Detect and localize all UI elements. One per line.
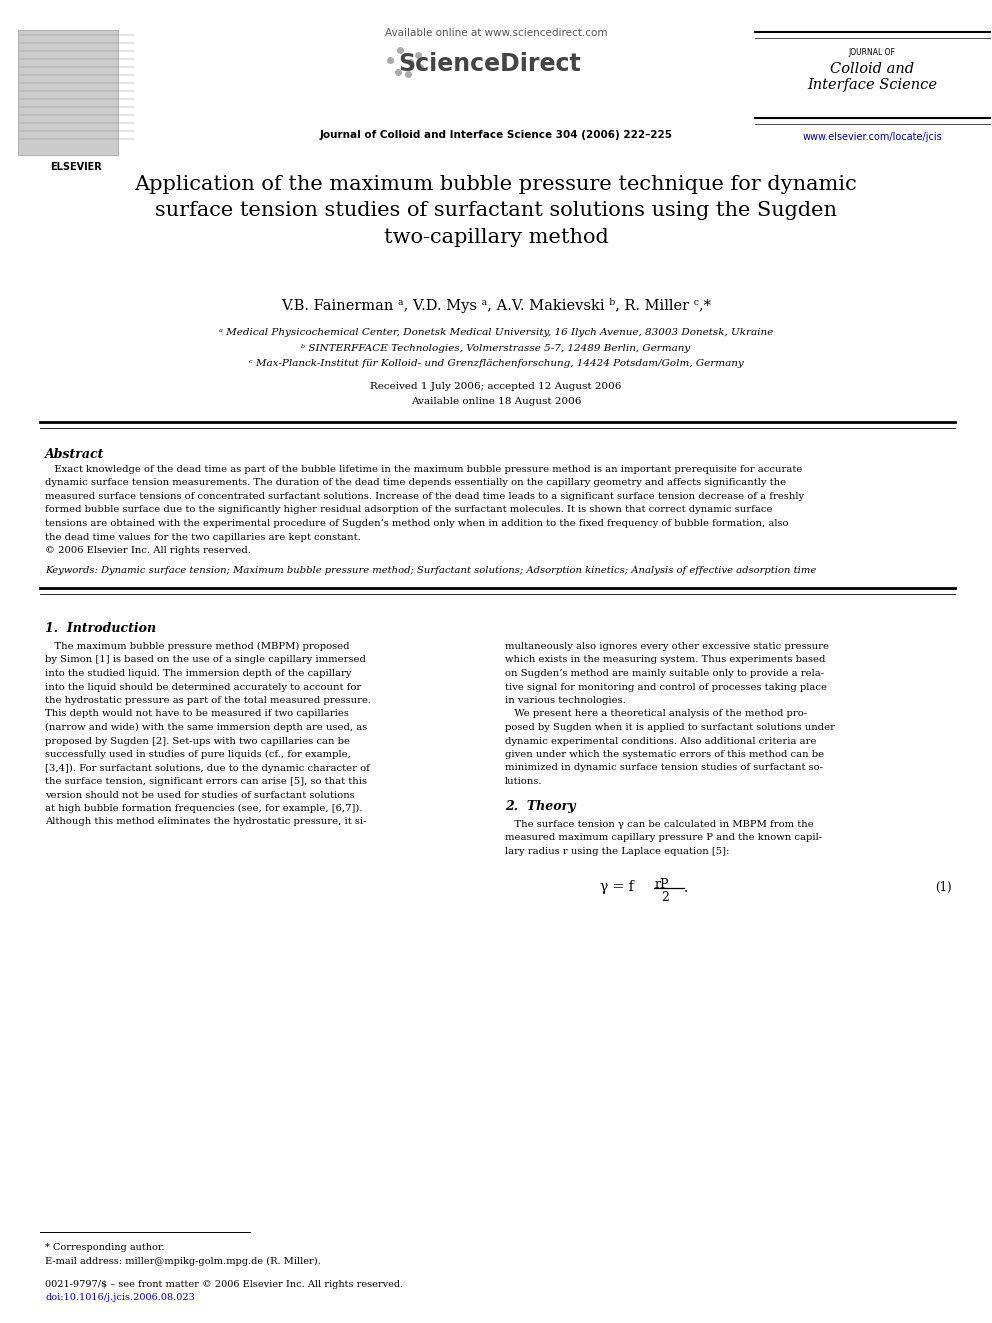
Text: [3,4]). For surfactant solutions, due to the dynamic character of: [3,4]). For surfactant solutions, due to… bbox=[45, 763, 370, 773]
Text: the hydrostatic pressure as part of the total measured pressure.: the hydrostatic pressure as part of the … bbox=[45, 696, 371, 705]
Text: The surface tension γ can be calculated in MBPM from the: The surface tension γ can be calculated … bbox=[505, 820, 813, 830]
Text: lutions.: lutions. bbox=[505, 777, 543, 786]
Text: 2: 2 bbox=[661, 890, 669, 904]
Text: www.elsevier.com/locate/jcis: www.elsevier.com/locate/jcis bbox=[803, 132, 941, 142]
Text: in various technologies.: in various technologies. bbox=[505, 696, 626, 705]
Text: Although this method eliminates the hydrostatic pressure, it si-: Although this method eliminates the hydr… bbox=[45, 818, 366, 827]
Text: ELSEVIER: ELSEVIER bbox=[51, 161, 102, 172]
Text: V.B. Fainerman ᵃ, V.D. Mys ᵃ, A.V. Makievski ᵇ, R. Miller ᶜ,*: V.B. Fainerman ᵃ, V.D. Mys ᵃ, A.V. Makie… bbox=[281, 298, 711, 314]
Text: rP: rP bbox=[655, 878, 670, 890]
Text: .: . bbox=[684, 881, 688, 894]
Text: Application of the maximum bubble pressure technique for dynamic
surface tension: Application of the maximum bubble pressu… bbox=[135, 175, 857, 247]
Text: dynamic experimental conditions. Also additional criteria are: dynamic experimental conditions. Also ad… bbox=[505, 737, 816, 745]
Text: which exists in the measuring system. Thus experiments based: which exists in the measuring system. Th… bbox=[505, 655, 825, 664]
Text: ᶜ Max-Planck-Institut für Kolloid- und Grenzflächenforschung, 14424 Potsdam/Golm: ᶜ Max-Planck-Institut für Kolloid- und G… bbox=[249, 359, 743, 368]
Text: JOURNAL OF: JOURNAL OF bbox=[848, 48, 896, 57]
Text: tensions are obtained with the experimental procedure of Sugden’s method only wh: tensions are obtained with the experimen… bbox=[45, 519, 789, 528]
Text: version should not be used for studies of surfactant solutions: version should not be used for studies o… bbox=[45, 791, 355, 799]
Text: E-mail address: miller@mpikg-golm.mpg.de (R. Miller).: E-mail address: miller@mpikg-golm.mpg.de… bbox=[45, 1257, 320, 1266]
FancyBboxPatch shape bbox=[18, 30, 118, 155]
Text: on Sugden’s method are mainly suitable only to provide a rela-: on Sugden’s method are mainly suitable o… bbox=[505, 669, 824, 677]
Text: measured maximum capillary pressure P and the known capil-: measured maximum capillary pressure P an… bbox=[505, 833, 822, 843]
Text: * Corresponding author.: * Corresponding author. bbox=[45, 1244, 165, 1252]
Text: This depth would not have to be measured if two capillaries: This depth would not have to be measured… bbox=[45, 709, 349, 718]
Text: given under which the systematic errors of this method can be: given under which the systematic errors … bbox=[505, 750, 824, 759]
Text: Interface Science: Interface Science bbox=[807, 78, 937, 93]
Text: (narrow and wide) with the same immersion depth are used, as: (narrow and wide) with the same immersio… bbox=[45, 722, 367, 732]
Text: 1.  Introduction: 1. Introduction bbox=[45, 622, 156, 635]
Text: tive signal for monitoring and control of processes taking place: tive signal for monitoring and control o… bbox=[505, 683, 827, 692]
Text: Available online 18 August 2006: Available online 18 August 2006 bbox=[411, 397, 581, 406]
Text: (1): (1) bbox=[935, 881, 951, 894]
Text: at high bubble formation frequencies (see, for example, [6,7]).: at high bubble formation frequencies (se… bbox=[45, 804, 362, 814]
Text: 0021-9797/$ – see front matter © 2006 Elsevier Inc. All rights reserved.: 0021-9797/$ – see front matter © 2006 El… bbox=[45, 1279, 404, 1289]
Text: successfully used in studies of pure liquids (cf., for example,: successfully used in studies of pure liq… bbox=[45, 750, 351, 759]
Text: Available online at www.sciencedirect.com: Available online at www.sciencedirect.co… bbox=[385, 28, 607, 38]
Text: Abstract: Abstract bbox=[45, 448, 104, 460]
Text: the surface tension, significant errors can arise [5], so that this: the surface tension, significant errors … bbox=[45, 777, 367, 786]
Text: ᵇ SINTERFFACE Technologies, Volmerstrasse 5-7, 12489 Berlin, Germany: ᵇ SINTERFFACE Technologies, Volmerstrass… bbox=[302, 344, 690, 353]
Text: doi:10.1016/j.jcis.2006.08.023: doi:10.1016/j.jcis.2006.08.023 bbox=[45, 1293, 194, 1302]
Text: lary radius r using the Laplace equation [5]:: lary radius r using the Laplace equation… bbox=[505, 847, 729, 856]
Text: formed bubble surface due to the significantly higher residual adsorption of the: formed bubble surface due to the signifi… bbox=[45, 505, 773, 515]
Text: Exact knowledge of the dead time as part of the bubble lifetime in the maximum b: Exact knowledge of the dead time as part… bbox=[45, 464, 803, 474]
Text: © 2006 Elsevier Inc. All rights reserved.: © 2006 Elsevier Inc. All rights reserved… bbox=[45, 546, 251, 556]
Text: ScienceDirect: ScienceDirect bbox=[399, 52, 581, 75]
Text: Journal of Colloid and Interface Science 304 (2006) 222–225: Journal of Colloid and Interface Science… bbox=[319, 130, 673, 140]
Text: dynamic surface tension measurements. The duration of the dead time depends esse: dynamic surface tension measurements. Th… bbox=[45, 479, 786, 487]
Text: by Simon [1] is based on the use of a single capillary immersed: by Simon [1] is based on the use of a si… bbox=[45, 655, 366, 664]
Text: 2.  Theory: 2. Theory bbox=[505, 800, 575, 814]
Text: proposed by Sugden [2]. Set-ups with two capillaries can be: proposed by Sugden [2]. Set-ups with two… bbox=[45, 737, 350, 745]
Text: Received 1 July 2006; accepted 12 August 2006: Received 1 July 2006; accepted 12 August… bbox=[370, 382, 622, 392]
Text: measured surface tensions of concentrated surfactant solutions. Increase of the : measured surface tensions of concentrate… bbox=[45, 492, 805, 501]
Text: into the liquid should be determined accurately to account for: into the liquid should be determined acc… bbox=[45, 683, 361, 692]
Text: The maximum bubble pressure method (MBPM) proposed: The maximum bubble pressure method (MBPM… bbox=[45, 642, 349, 651]
Text: minimized in dynamic surface tension studies of surfactant so-: minimized in dynamic surface tension stu… bbox=[505, 763, 823, 773]
Text: multaneously also ignores every other excessive static pressure: multaneously also ignores every other ex… bbox=[505, 642, 829, 651]
Text: the dead time values for the two capillaries are kept constant.: the dead time values for the two capilla… bbox=[45, 532, 361, 541]
Text: posed by Sugden when it is applied to surfactant solutions under: posed by Sugden when it is applied to su… bbox=[505, 722, 835, 732]
Text: into the studied liquid. The immersion depth of the capillary: into the studied liquid. The immersion d… bbox=[45, 669, 351, 677]
Text: Keywords: Dynamic surface tension; Maximum bubble pressure method; Surfactant so: Keywords: Dynamic surface tension; Maxim… bbox=[45, 566, 816, 576]
Text: ᵃ Medical Physicochemical Center, Donetsk Medical University, 16 Ilych Avenue, 8: ᵃ Medical Physicochemical Center, Donets… bbox=[219, 328, 773, 337]
Text: We present here a theoretical analysis of the method pro-: We present here a theoretical analysis o… bbox=[505, 709, 807, 718]
Text: γ = f: γ = f bbox=[600, 880, 634, 894]
Text: Colloid and: Colloid and bbox=[830, 62, 914, 75]
